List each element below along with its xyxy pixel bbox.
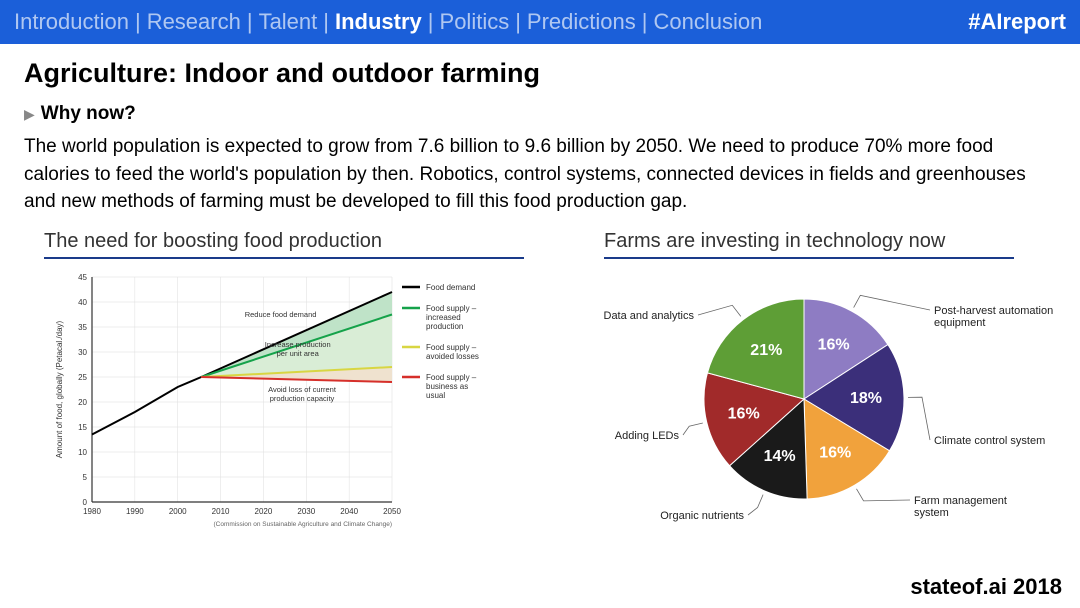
- slide-content: Agriculture: Indoor and outdoor farming …: [0, 44, 1080, 537]
- nav-separator: |: [636, 9, 654, 35]
- svg-text:production: production: [426, 322, 463, 331]
- line-chart-title: The need for boosting food production: [44, 230, 524, 259]
- pie-chart: 16% Post-harvest automationequipment 18% Cl…: [564, 269, 1054, 529]
- nav-item-introduction[interactable]: Introduction: [14, 9, 129, 35]
- svg-text:14%: 14%: [764, 448, 796, 465]
- svg-text:0: 0: [83, 498, 88, 507]
- svg-text:16%: 16%: [819, 444, 851, 461]
- pie-chart-title: Farms are investing in technology now: [604, 230, 1014, 259]
- top-nav-bar: Introduction|Research|Talent|Industry|Po…: [0, 0, 1080, 44]
- subhead-label: Why now?: [41, 103, 136, 125]
- svg-text:Food supply –: Food supply –: [426, 343, 477, 352]
- nav-item-industry[interactable]: Industry: [335, 9, 422, 35]
- nav-separator: |: [317, 9, 335, 35]
- svg-text:2030: 2030: [297, 507, 315, 516]
- svg-text:35: 35: [78, 323, 87, 332]
- svg-text:Adding LEDs: Adding LEDs: [615, 430, 680, 442]
- svg-text:Post-harvest automation: Post-harvest automation: [934, 305, 1053, 317]
- page-title: Agriculture: Indoor and outdoor farming: [24, 58, 1056, 89]
- svg-text:2050: 2050: [383, 507, 401, 516]
- nav-item-politics[interactable]: Politics: [440, 9, 510, 35]
- svg-text:45: 45: [78, 273, 87, 282]
- svg-text:2020: 2020: [255, 507, 273, 516]
- nav-item-talent[interactable]: Talent: [259, 9, 318, 35]
- svg-text:20: 20: [78, 398, 87, 407]
- svg-text:production capacity: production capacity: [270, 394, 335, 403]
- charts-row: The need for boosting food production 0 5…: [24, 230, 1056, 529]
- svg-text:1980: 1980: [83, 507, 101, 516]
- nav-separator: |: [422, 9, 440, 35]
- svg-text:16%: 16%: [818, 336, 850, 353]
- svg-text:30: 30: [78, 348, 87, 357]
- svg-text:increased: increased: [426, 313, 461, 322]
- svg-text:system: system: [914, 507, 949, 519]
- svg-text:21%: 21%: [750, 341, 782, 358]
- svg-text:Food supply –: Food supply –: [426, 373, 477, 382]
- subhead-row: ▶ Why now?: [24, 103, 1056, 125]
- svg-text:Data and analytics: Data and analytics: [604, 310, 695, 322]
- svg-text:Reduce food demand: Reduce food demand: [245, 310, 317, 319]
- svg-text:25: 25: [78, 373, 87, 382]
- svg-text:1990: 1990: [126, 507, 144, 516]
- line-chart-column: The need for boosting food production 0 5…: [44, 230, 524, 529]
- svg-text:2010: 2010: [212, 507, 230, 516]
- svg-text:16%: 16%: [728, 405, 760, 422]
- nav-item-research[interactable]: Research: [147, 9, 241, 35]
- nav-separator: |: [509, 9, 527, 35]
- svg-text:18%: 18%: [850, 390, 882, 407]
- svg-text:2040: 2040: [340, 507, 358, 516]
- svg-text:equipment: equipment: [934, 317, 985, 329]
- svg-text:Food demand: Food demand: [426, 283, 475, 292]
- nav-separator: |: [241, 9, 259, 35]
- svg-text:per unit area: per unit area: [277, 349, 320, 358]
- svg-text:Amount of food, globally (Peta: Amount of food, globally (Petacal./day): [55, 320, 64, 458]
- svg-text:Food supply –: Food supply –: [426, 304, 477, 313]
- svg-text:10: 10: [78, 448, 87, 457]
- svg-text:Farm management: Farm management: [914, 495, 1007, 507]
- svg-text:15: 15: [78, 423, 87, 432]
- svg-text:usual: usual: [426, 391, 445, 400]
- svg-text:Climate control system: Climate control system: [934, 435, 1045, 447]
- svg-text:2000: 2000: [169, 507, 187, 516]
- body-paragraph: The world population is expected to grow…: [24, 133, 1056, 216]
- bullet-icon: ▶: [24, 106, 35, 123]
- svg-text:(Commission on Sustainable Agr: (Commission on Sustainable Agriculture a…: [214, 521, 392, 528]
- svg-text:Increase production: Increase production: [265, 340, 331, 349]
- svg-text:avoided losses: avoided losses: [426, 352, 479, 361]
- nav-separator: |: [129, 9, 147, 35]
- footer-brand: stateof.ai 2018: [910, 574, 1062, 600]
- nav-item-conclusion[interactable]: Conclusion: [653, 9, 762, 35]
- hashtag: #AIreport: [968, 9, 1066, 35]
- svg-text:Avoid loss of current: Avoid loss of current: [268, 385, 337, 394]
- svg-text:5: 5: [83, 473, 88, 482]
- svg-text:40: 40: [78, 298, 87, 307]
- line-chart: 0 5 10 15 20 25 30 35 40 45 1980 1990 2000 2010 2020 20…: [44, 269, 524, 529]
- svg-text:business as: business as: [426, 382, 468, 391]
- pie-chart-column: Farms are investing in technology now 16…: [564, 230, 1044, 529]
- nav-item-predictions[interactable]: Predictions: [527, 9, 636, 35]
- svg-text:Organic nutrients: Organic nutrients: [660, 510, 744, 522]
